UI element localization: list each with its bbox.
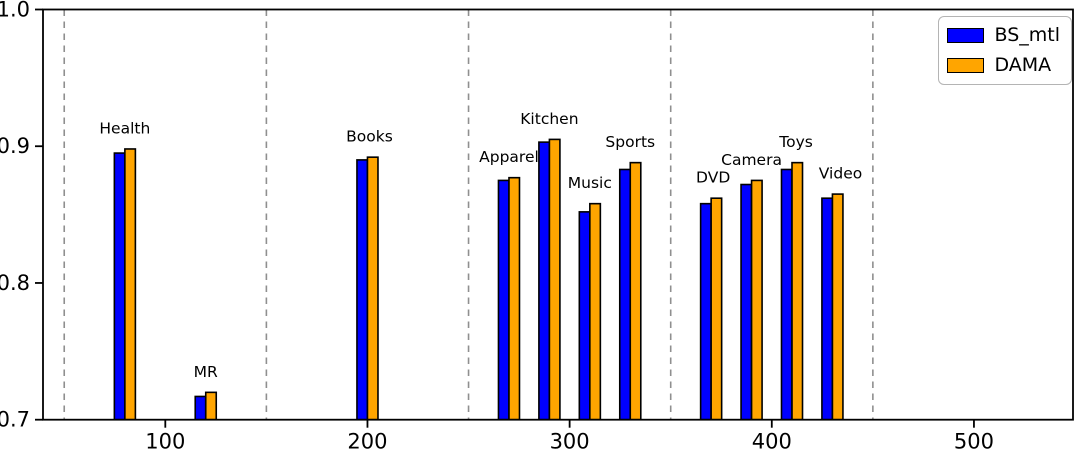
plot-border <box>42 8 1074 421</box>
x-tick-label: 300 <box>550 430 590 453</box>
bar-bs-mtl-music <box>578 211 591 421</box>
category-label-camera: Camera <box>721 151 782 169</box>
y-tick-label: 1.0 <box>0 0 30 22</box>
bar-bs-mtl-camera <box>740 183 753 421</box>
category-label-dvd: DVD <box>696 169 730 187</box>
bar-dama-camera <box>750 179 763 421</box>
y-tick-label: 0.8 <box>0 271 30 295</box>
bar-dama-sports <box>629 161 642 421</box>
bar-dama-dvd <box>710 197 723 421</box>
x-tick-label: 100 <box>145 430 185 453</box>
legend-swatch-dama-icon <box>946 58 984 73</box>
bar-bs-mtl-dvd <box>699 202 712 421</box>
category-label-toys: Toys <box>778 133 813 151</box>
bar-bs-mtl-mr <box>194 395 207 421</box>
x-tick-label: 500 <box>954 430 994 453</box>
bar-dama-music <box>589 202 602 421</box>
legend-label-dama: DAMA <box>994 54 1052 76</box>
bar-bs-mtl-apparel <box>497 179 510 421</box>
category-label-kitchen: Kitchen <box>520 110 578 128</box>
bar-bs-mtl-sports <box>618 168 632 421</box>
bar-bs-mtl-kitchen <box>538 141 551 421</box>
bar-bs-mtl-health <box>113 152 126 421</box>
bar-dama-books <box>366 156 379 421</box>
category-label-sports: Sports <box>605 133 655 151</box>
bar-dama-apparel <box>508 176 521 421</box>
bar-bs-mtl-books <box>356 159 369 421</box>
x-tick-label: 200 <box>347 430 387 453</box>
legend: BS_mtl DAMA <box>937 16 1072 85</box>
legend-item-bs-mtl: BS_mtl <box>946 24 1061 46</box>
x-tick-label: 400 <box>752 430 792 453</box>
category-label-health: Health <box>99 119 150 137</box>
category-label-mr: MR <box>194 363 218 381</box>
legend-swatch-bs-mtl-icon <box>946 28 984 43</box>
bar-dama-mr <box>204 391 218 421</box>
category-label-books: Books <box>346 128 393 146</box>
bar-bs-mtl-toys <box>780 168 793 421</box>
legend-item-dama: DAMA <box>946 54 1061 76</box>
bar-dama-video <box>831 193 844 421</box>
category-label-apparel: Apparel <box>479 148 539 166</box>
y-tick-label: 0.9 <box>0 134 30 158</box>
y-tick-label: 0.7 <box>0 408 30 432</box>
bar-dama-health <box>124 148 137 421</box>
bar-bs-mtl-video <box>821 197 834 421</box>
category-label-music: Music <box>568 174 612 192</box>
bar-dama-kitchen <box>548 138 561 421</box>
legend-label-bs-mtl: BS_mtl <box>994 24 1061 46</box>
bar-dama-toys <box>791 161 804 421</box>
category-label-video: Video <box>819 165 862 183</box>
